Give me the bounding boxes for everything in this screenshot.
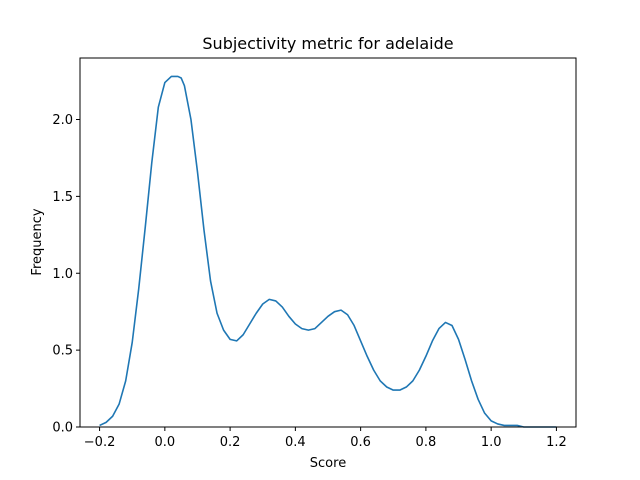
x-tick-label: −0.2: [84, 435, 116, 450]
y-tick-label: 2.0: [52, 113, 73, 128]
y-tick-label: 0.0: [52, 421, 73, 436]
x-axis-label: Score: [310, 456, 346, 471]
chart-title: Subjectivity metric for adelaide: [202, 34, 453, 53]
x-tick-label: 0.4: [285, 435, 306, 450]
x-tick-label: 0.0: [154, 435, 175, 450]
x-tick-label: 1.0: [481, 435, 502, 450]
y-axis-ticks: 0.0 0.5 1.0 1.5 2.0: [52, 113, 80, 436]
y-tick-label: 0.5: [52, 344, 73, 359]
plot-area: [99, 75, 557, 428]
axes-frame: [79, 57, 577, 428]
x-tick-label: 0.2: [220, 435, 241, 450]
x-tick-label: 0.8: [416, 435, 437, 450]
y-axis-label: Frequency: [30, 208, 45, 275]
x-tick-label: 1.2: [546, 435, 567, 450]
y-tick-label: 1.5: [52, 190, 73, 205]
y-tick-label: 1.0: [52, 267, 73, 282]
x-axis-ticks: −0.2 0.0 0.2 0.4 0.6 0.8 1.0 1.2: [84, 427, 567, 450]
density-line-0: [99, 75, 557, 428]
x-tick-label: 0.6: [350, 435, 371, 450]
